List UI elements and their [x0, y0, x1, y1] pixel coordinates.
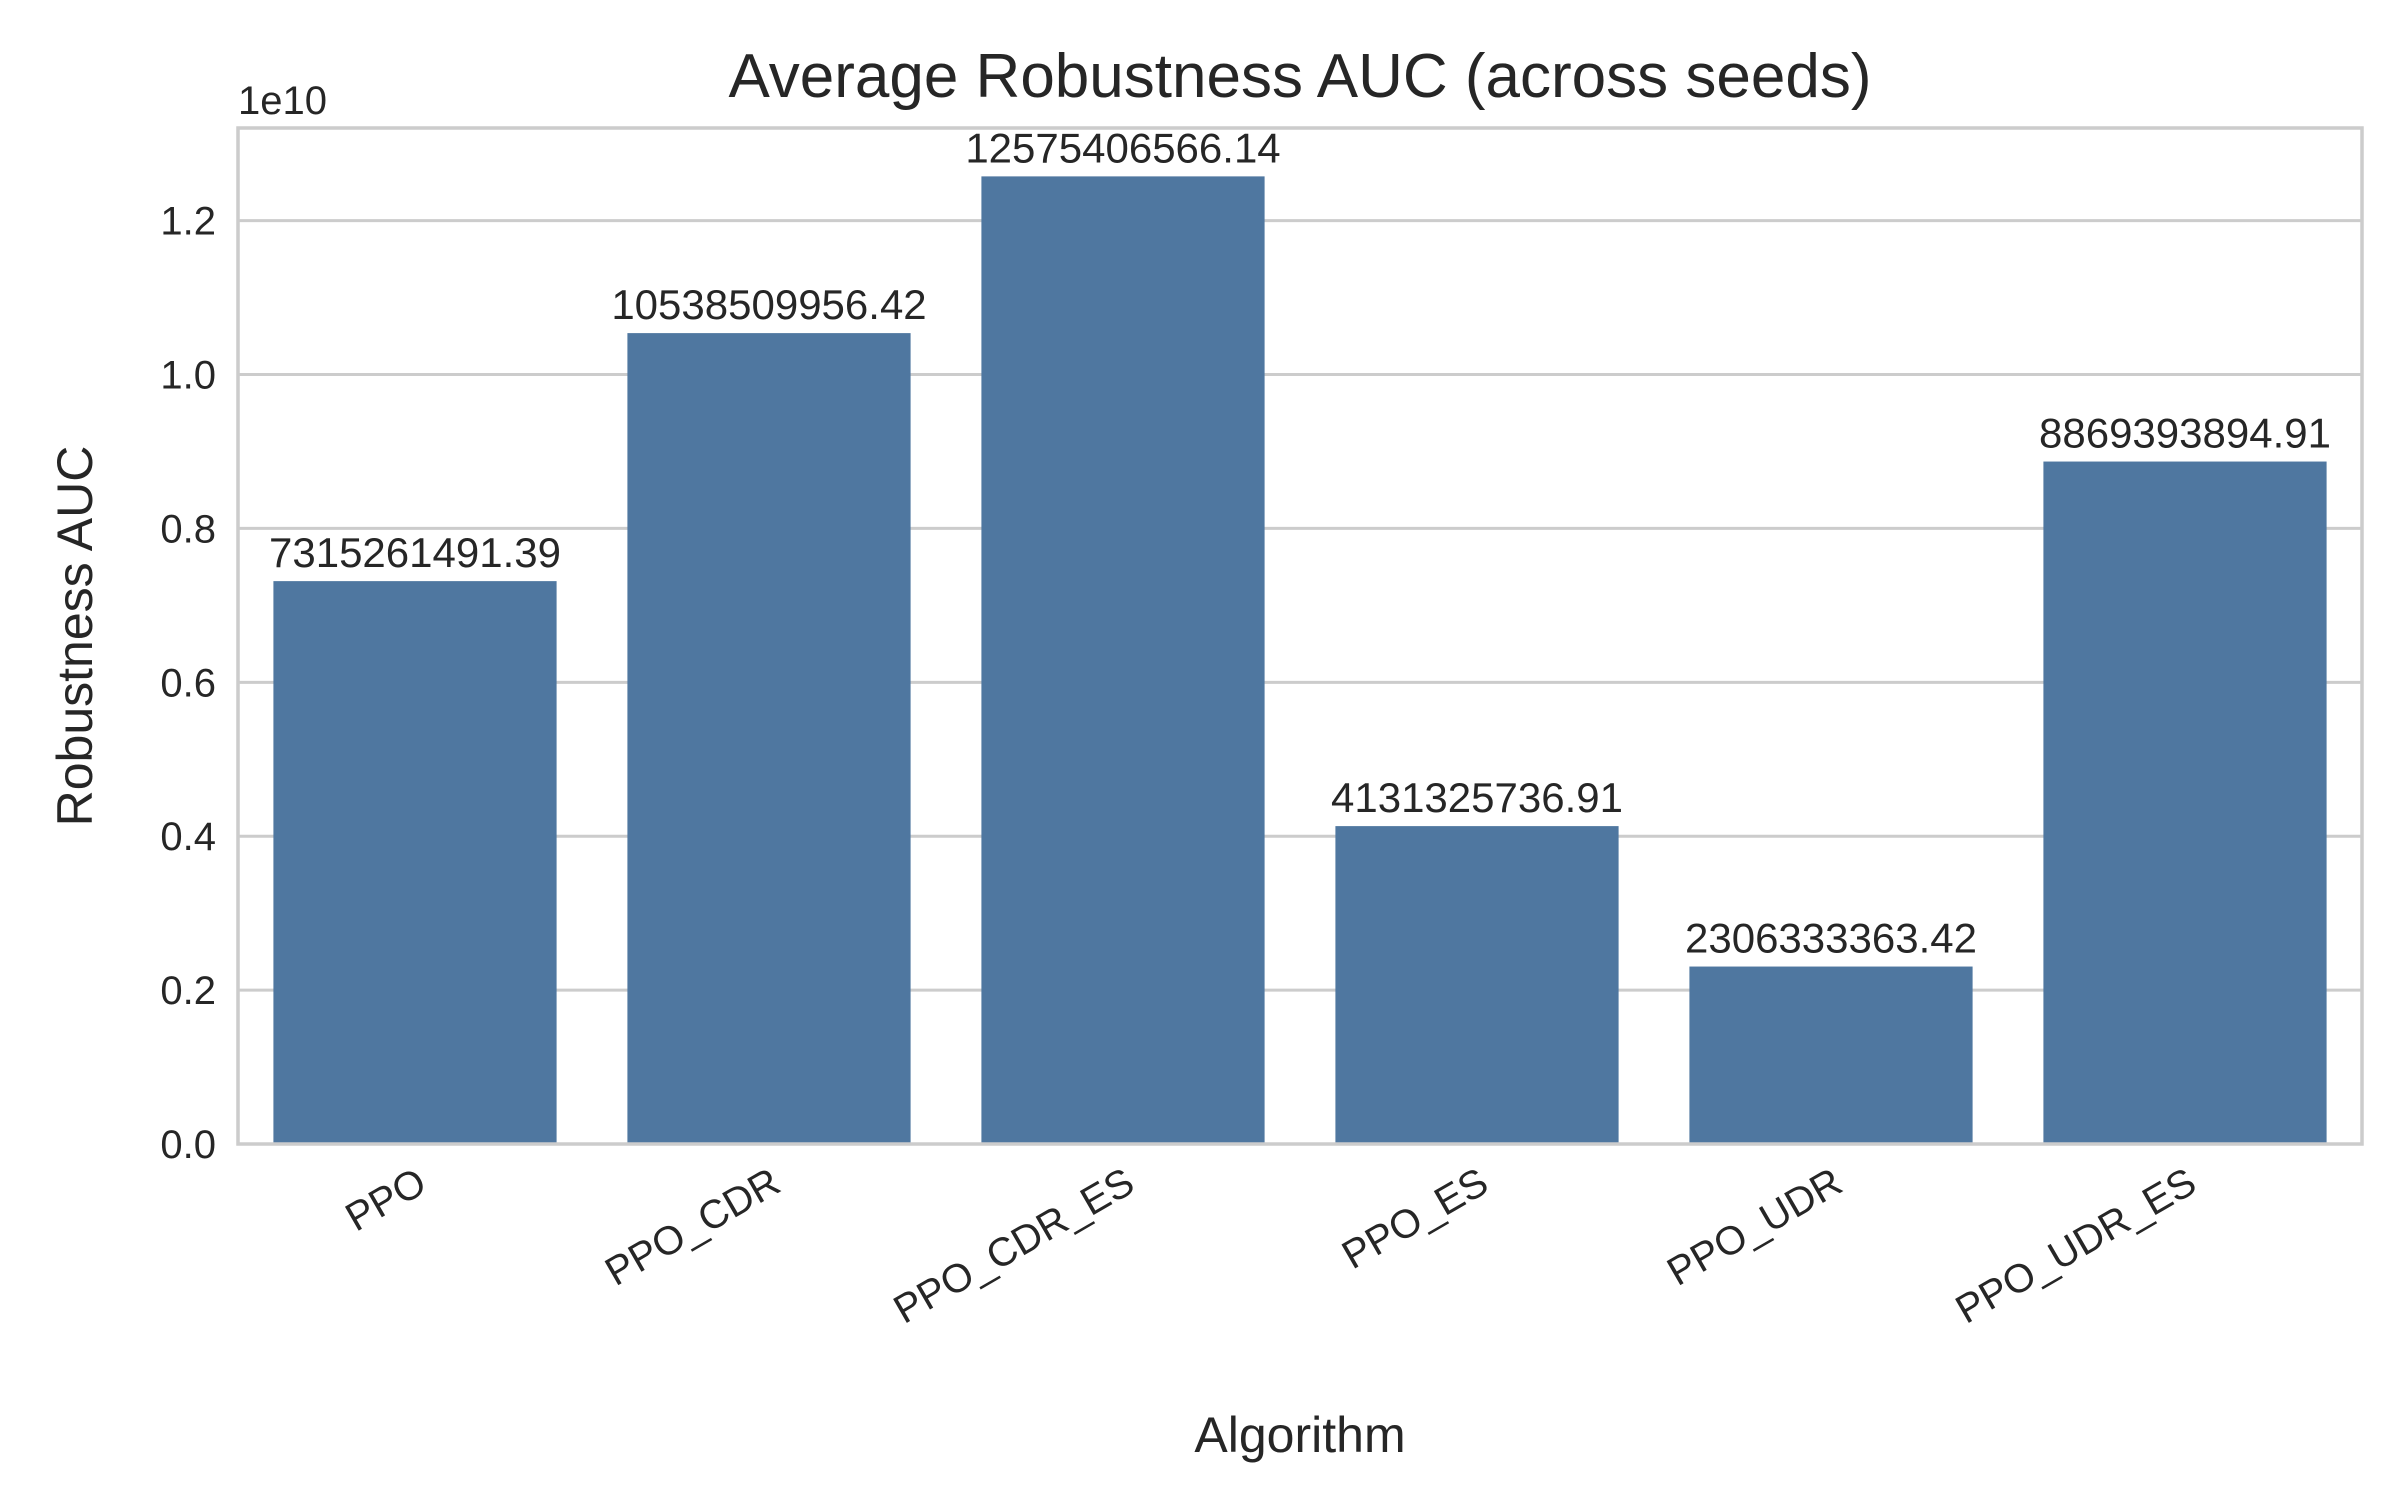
bar-ppo-cdr — [627, 333, 911, 1144]
bars — [273, 176, 2327, 1144]
bar-ppo-es — [1335, 826, 1619, 1144]
gridlines — [238, 219, 2362, 1146]
x-axis-label: Algorithm — [1194, 1407, 1405, 1463]
y-tick-label: 0.8 — [160, 507, 216, 551]
x-tick-label: PPO_UDR — [1660, 1160, 1849, 1295]
data-label: 10538509956.42 — [611, 281, 926, 328]
y-tick-label: 0.6 — [160, 661, 216, 705]
y-tick-label: 0.0 — [160, 1123, 216, 1167]
y-tick-label: 0.2 — [160, 969, 216, 1013]
x-tick-label: PPO_CDR — [598, 1160, 787, 1295]
x-axis-ticks: PPO PPO_CDR PPO_CDR_ES PPO_ES PPO_UDR PPO_UDR… — [338, 1160, 2203, 1333]
data-label: 2306333363.42 — [1685, 915, 1977, 962]
chart-title: Average Robustness AUC (across seeds) — [729, 42, 1872, 111]
bar-ppo-udr — [1689, 966, 1973, 1144]
y-tick-label: 1.0 — [160, 354, 216, 398]
bar-ppo-cdr-es — [981, 176, 1265, 1144]
y-tick-label: 0.4 — [160, 815, 216, 859]
data-label: 8869393894.91 — [2039, 410, 2331, 457]
plot-frame — [236, 126, 2364, 1146]
bar-ppo — [273, 581, 557, 1144]
data-label: 12575406566.14 — [965, 124, 1280, 171]
bar-ppo-udr-es — [2043, 461, 2327, 1144]
y-tick-label: 1.2 — [160, 200, 216, 244]
x-tick-label: PPO_ES — [1335, 1160, 1496, 1278]
y-offset-label: 1e10 — [238, 79, 327, 123]
x-tick-label: PPO_UDR_ES — [1949, 1160, 2204, 1333]
x-tick-label: PPO_CDR_ES — [887, 1160, 1142, 1333]
data-labels: 7315261491.39 10538509956.42 12575406566.1… — [269, 124, 2331, 961]
data-label: 4131325736.91 — [1331, 774, 1623, 821]
y-axis-label: Robustness AUC — [47, 446, 103, 827]
x-tick-label: PPO — [338, 1160, 433, 1240]
y-axis-ticks: 0.0 0.2 0.4 0.6 0.8 1.0 1.2 — [160, 200, 216, 1167]
data-label: 7315261491.39 — [269, 529, 561, 576]
